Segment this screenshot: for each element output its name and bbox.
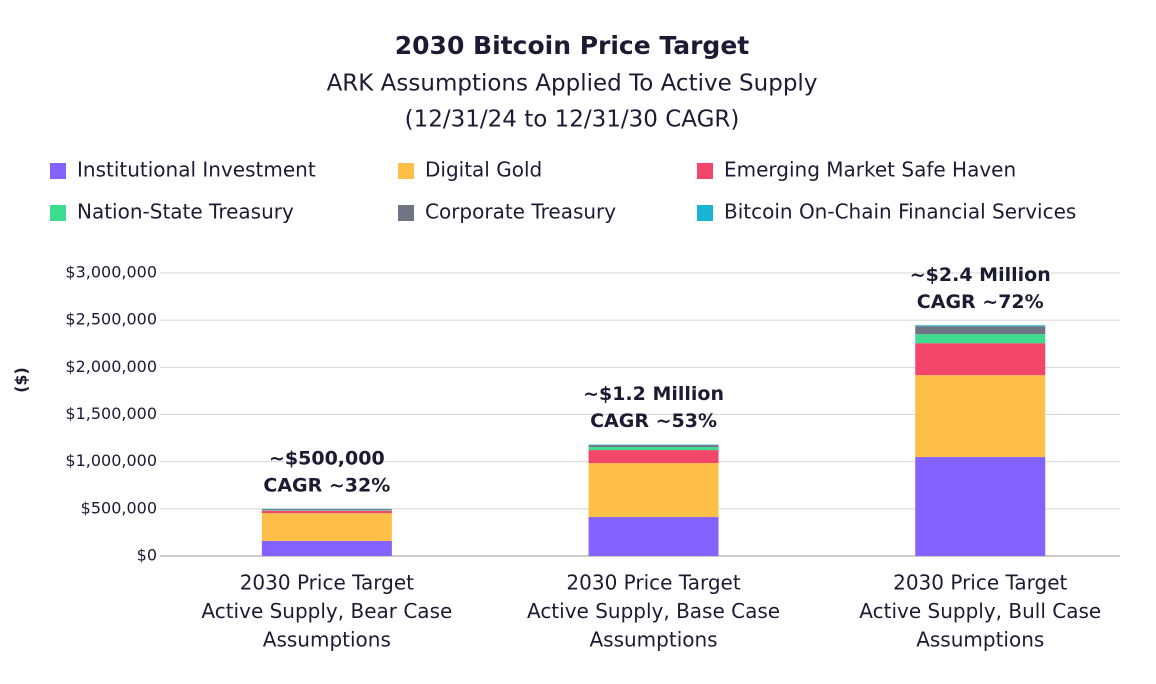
bar-segment (915, 334, 1046, 344)
legend-label: Institutional Investment (77, 158, 316, 182)
y-tick-label: $1,000,000 (65, 451, 157, 470)
bar-segment (915, 375, 1046, 458)
annotation: CAGR ~72% (917, 291, 1044, 313)
legend-label: Nation-State Treasury (77, 200, 294, 224)
bar-segment (588, 450, 719, 464)
bar-segment (915, 326, 1046, 335)
legend-swatch (697, 163, 713, 179)
x-tick-label: 2030 Price Target (893, 571, 1067, 595)
chart-subtitle: ARK Assumptions Applied To Active Supply (327, 71, 818, 97)
bar-segment (261, 509, 392, 511)
y-tick-label: $1,500,000 (65, 404, 157, 423)
annotation: CAGR ~53% (590, 410, 717, 432)
y-tick-label: $3,000,000 (65, 263, 157, 282)
bar-segment (261, 513, 392, 541)
bar-segment (915, 343, 1046, 376)
legend-swatch (50, 205, 66, 221)
y-tick-label: $500,000 (81, 498, 157, 517)
legend-swatch (398, 163, 414, 179)
bar-segment (915, 457, 1046, 556)
y-tick-label: $2,500,000 (65, 310, 157, 329)
x-tick-label: Active Supply, Bull Case (859, 599, 1101, 623)
bar-segment (261, 540, 392, 556)
y-tick-label: $0 (137, 546, 157, 565)
bar-segment (588, 517, 719, 556)
x-tick-label: Active Supply, Bear Case (201, 599, 452, 623)
y-tick-label: $2,000,000 (65, 357, 157, 376)
chart-subtitle: (12/31/24 to 12/31/30 CAGR) (405, 107, 740, 133)
legend-swatch (398, 205, 414, 221)
y-axis-label: ($) (12, 367, 31, 393)
annotation: ~$1.2 Million (583, 383, 724, 405)
x-tick-label: 2030 Price Target (240, 571, 414, 595)
legend-swatch (50, 163, 66, 179)
bar-segment (588, 463, 719, 518)
legend-label: Digital Gold (425, 158, 542, 182)
legend-label: Emerging Market Safe Haven (724, 158, 1016, 182)
x-tick-label: 2030 Price Target (566, 571, 740, 595)
chart-title: 2030 Bitcoin Price Target (395, 31, 750, 60)
bar-segment (588, 447, 719, 451)
x-tick-label: Assumptions (263, 628, 391, 652)
bar-segment (261, 510, 392, 514)
x-tick-label: Active Supply, Base Case (527, 599, 780, 623)
x-tick-label: Assumptions (916, 628, 1044, 652)
annotation: CAGR ~32% (263, 474, 390, 496)
annotation: ~$500,000 (269, 447, 385, 469)
bar-segment (588, 445, 719, 448)
legend-label: Corporate Treasury (425, 200, 616, 224)
legend-swatch (697, 205, 713, 221)
x-tick-label: Assumptions (589, 628, 717, 652)
bar-segment (915, 325, 1046, 327)
annotation: ~$2.4 Million (910, 264, 1051, 286)
legend-label: Bitcoin On-Chain Financial Services (724, 200, 1076, 224)
